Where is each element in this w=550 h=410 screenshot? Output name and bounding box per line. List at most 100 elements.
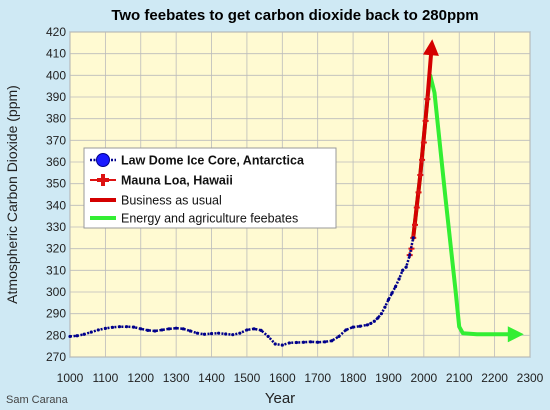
x-tick-label: 2100 (446, 371, 473, 385)
law-dome-point (266, 334, 270, 339)
law-dome-point (89, 330, 93, 334)
y-tick-label: 270 (46, 350, 66, 364)
law-dome-point (365, 323, 369, 327)
series-layer (68, 39, 524, 347)
law-dome-point (379, 312, 383, 316)
x-tick-label: 1300 (163, 371, 190, 385)
x-tick-label: 1800 (340, 371, 367, 385)
law-dome-point (393, 284, 398, 289)
y-tick-label: 340 (46, 198, 66, 212)
y-tick-label: 310 (46, 263, 66, 277)
law-dome-point (195, 331, 199, 335)
law-dome-point (245, 328, 249, 332)
law-dome-point (125, 325, 129, 329)
law-dome-point (139, 327, 143, 331)
y-tick-label: 320 (46, 242, 66, 256)
law-dome-point (337, 334, 341, 339)
law-dome-point (103, 326, 107, 330)
law-dome-point (217, 331, 221, 335)
legend: Law Dome Ice Core, Antarctica Mauna Loa, … (83, 147, 337, 229)
law-dome-point (252, 327, 256, 331)
law-dome-point (202, 332, 207, 336)
legend-marker-mauna-loa (97, 174, 109, 186)
law-dome-point (369, 321, 373, 326)
y-tick-label: 420 (46, 25, 66, 39)
law-dome-point (287, 341, 291, 345)
y-tick-labels: 270 280 290 300 310 320 330 340 350 360 370 380 390 4… (46, 25, 66, 364)
law-dome-point (330, 339, 334, 343)
law-dome-point (110, 325, 115, 329)
law-dome-point (160, 328, 164, 332)
law-dome-point (383, 305, 387, 309)
y-tick-label: 410 (46, 47, 66, 61)
law-dome-point (411, 236, 415, 240)
law-dome-point (188, 329, 192, 333)
law-dome-point (209, 332, 214, 336)
y-tick-label: 290 (46, 307, 66, 321)
law-dome-point (238, 331, 242, 335)
y-tick-label: 300 (46, 285, 66, 299)
law-dome-point (174, 326, 178, 330)
x-tick-label: 1500 (234, 371, 261, 385)
mauna-loa-point (419, 156, 426, 163)
mauna-loa-point (417, 172, 424, 178)
law-dome-point (376, 316, 380, 320)
x-tick-label: 2200 (481, 371, 508, 385)
mauna-loa-point (413, 204, 420, 211)
law-dome-point (231, 333, 235, 337)
law-dome-point (280, 343, 284, 347)
x-axis-label: Year (265, 390, 295, 407)
x-tick-label: 1600 (269, 371, 296, 385)
x-tick-label: 1900 (375, 371, 402, 385)
law-dome-point (117, 325, 122, 329)
legend-label: Law Dome Ice Core, Antarctica (121, 154, 305, 168)
mauna-loa-point (412, 221, 418, 228)
law-dome-point (75, 334, 79, 338)
law-dome-point (390, 291, 394, 295)
y-tick-label: 360 (46, 155, 66, 169)
law-dome-point (404, 265, 408, 269)
law-dome-point (82, 332, 86, 336)
law-dome-point (309, 340, 313, 344)
x-tick-labels: 1000 1100 1200 1300 1400 1500 1600 1700 1800 1900… (57, 371, 544, 385)
law-dome-point (316, 340, 320, 344)
x-tick-label: 1700 (304, 371, 331, 385)
law-dome-point (153, 329, 157, 333)
law-dome-point (351, 325, 355, 329)
law-dome-point (386, 297, 391, 302)
law-dome-point (372, 319, 376, 323)
law-dome-point (181, 327, 185, 331)
y-tick-label: 280 (46, 328, 66, 342)
law-dome-point (397, 277, 401, 281)
legend-label: Energy and agriculture feebates (121, 212, 298, 226)
x-tick-label: 1000 (57, 371, 84, 385)
mauna-loa-point (420, 139, 427, 146)
legend-label: Business as usual (121, 194, 222, 208)
law-dome-point (301, 340, 306, 344)
law-dome-point (96, 328, 100, 332)
law-dome-point (344, 328, 348, 332)
law-dome-point (146, 328, 150, 332)
mauna-loa-point (415, 189, 422, 196)
y-tick-label: 370 (46, 133, 66, 147)
mauna-loa-point (424, 96, 431, 103)
y-tick-label: 380 (46, 112, 66, 126)
x-tick-label: 1200 (127, 371, 154, 385)
law-dome-point (132, 325, 136, 329)
law-dome-point (224, 332, 228, 336)
law-dome-point (401, 268, 405, 272)
y-axis-label: Atmospheric Carbon Dioxide (ppm) (4, 85, 20, 304)
law-dome-point (167, 327, 171, 331)
chart-title: Two feebates to get carbon dioxide back … (111, 7, 478, 24)
mauna-loa-point (422, 117, 429, 124)
law-dome-point (294, 340, 299, 345)
law-dome-point (273, 342, 277, 346)
law-dome-point (68, 334, 72, 339)
y-tick-label: 350 (46, 177, 66, 191)
credit-text: Sam Carana (6, 394, 69, 406)
legend-box (83, 147, 337, 229)
legend-marker-law-dome (96, 153, 110, 167)
law-dome-point (358, 324, 362, 328)
